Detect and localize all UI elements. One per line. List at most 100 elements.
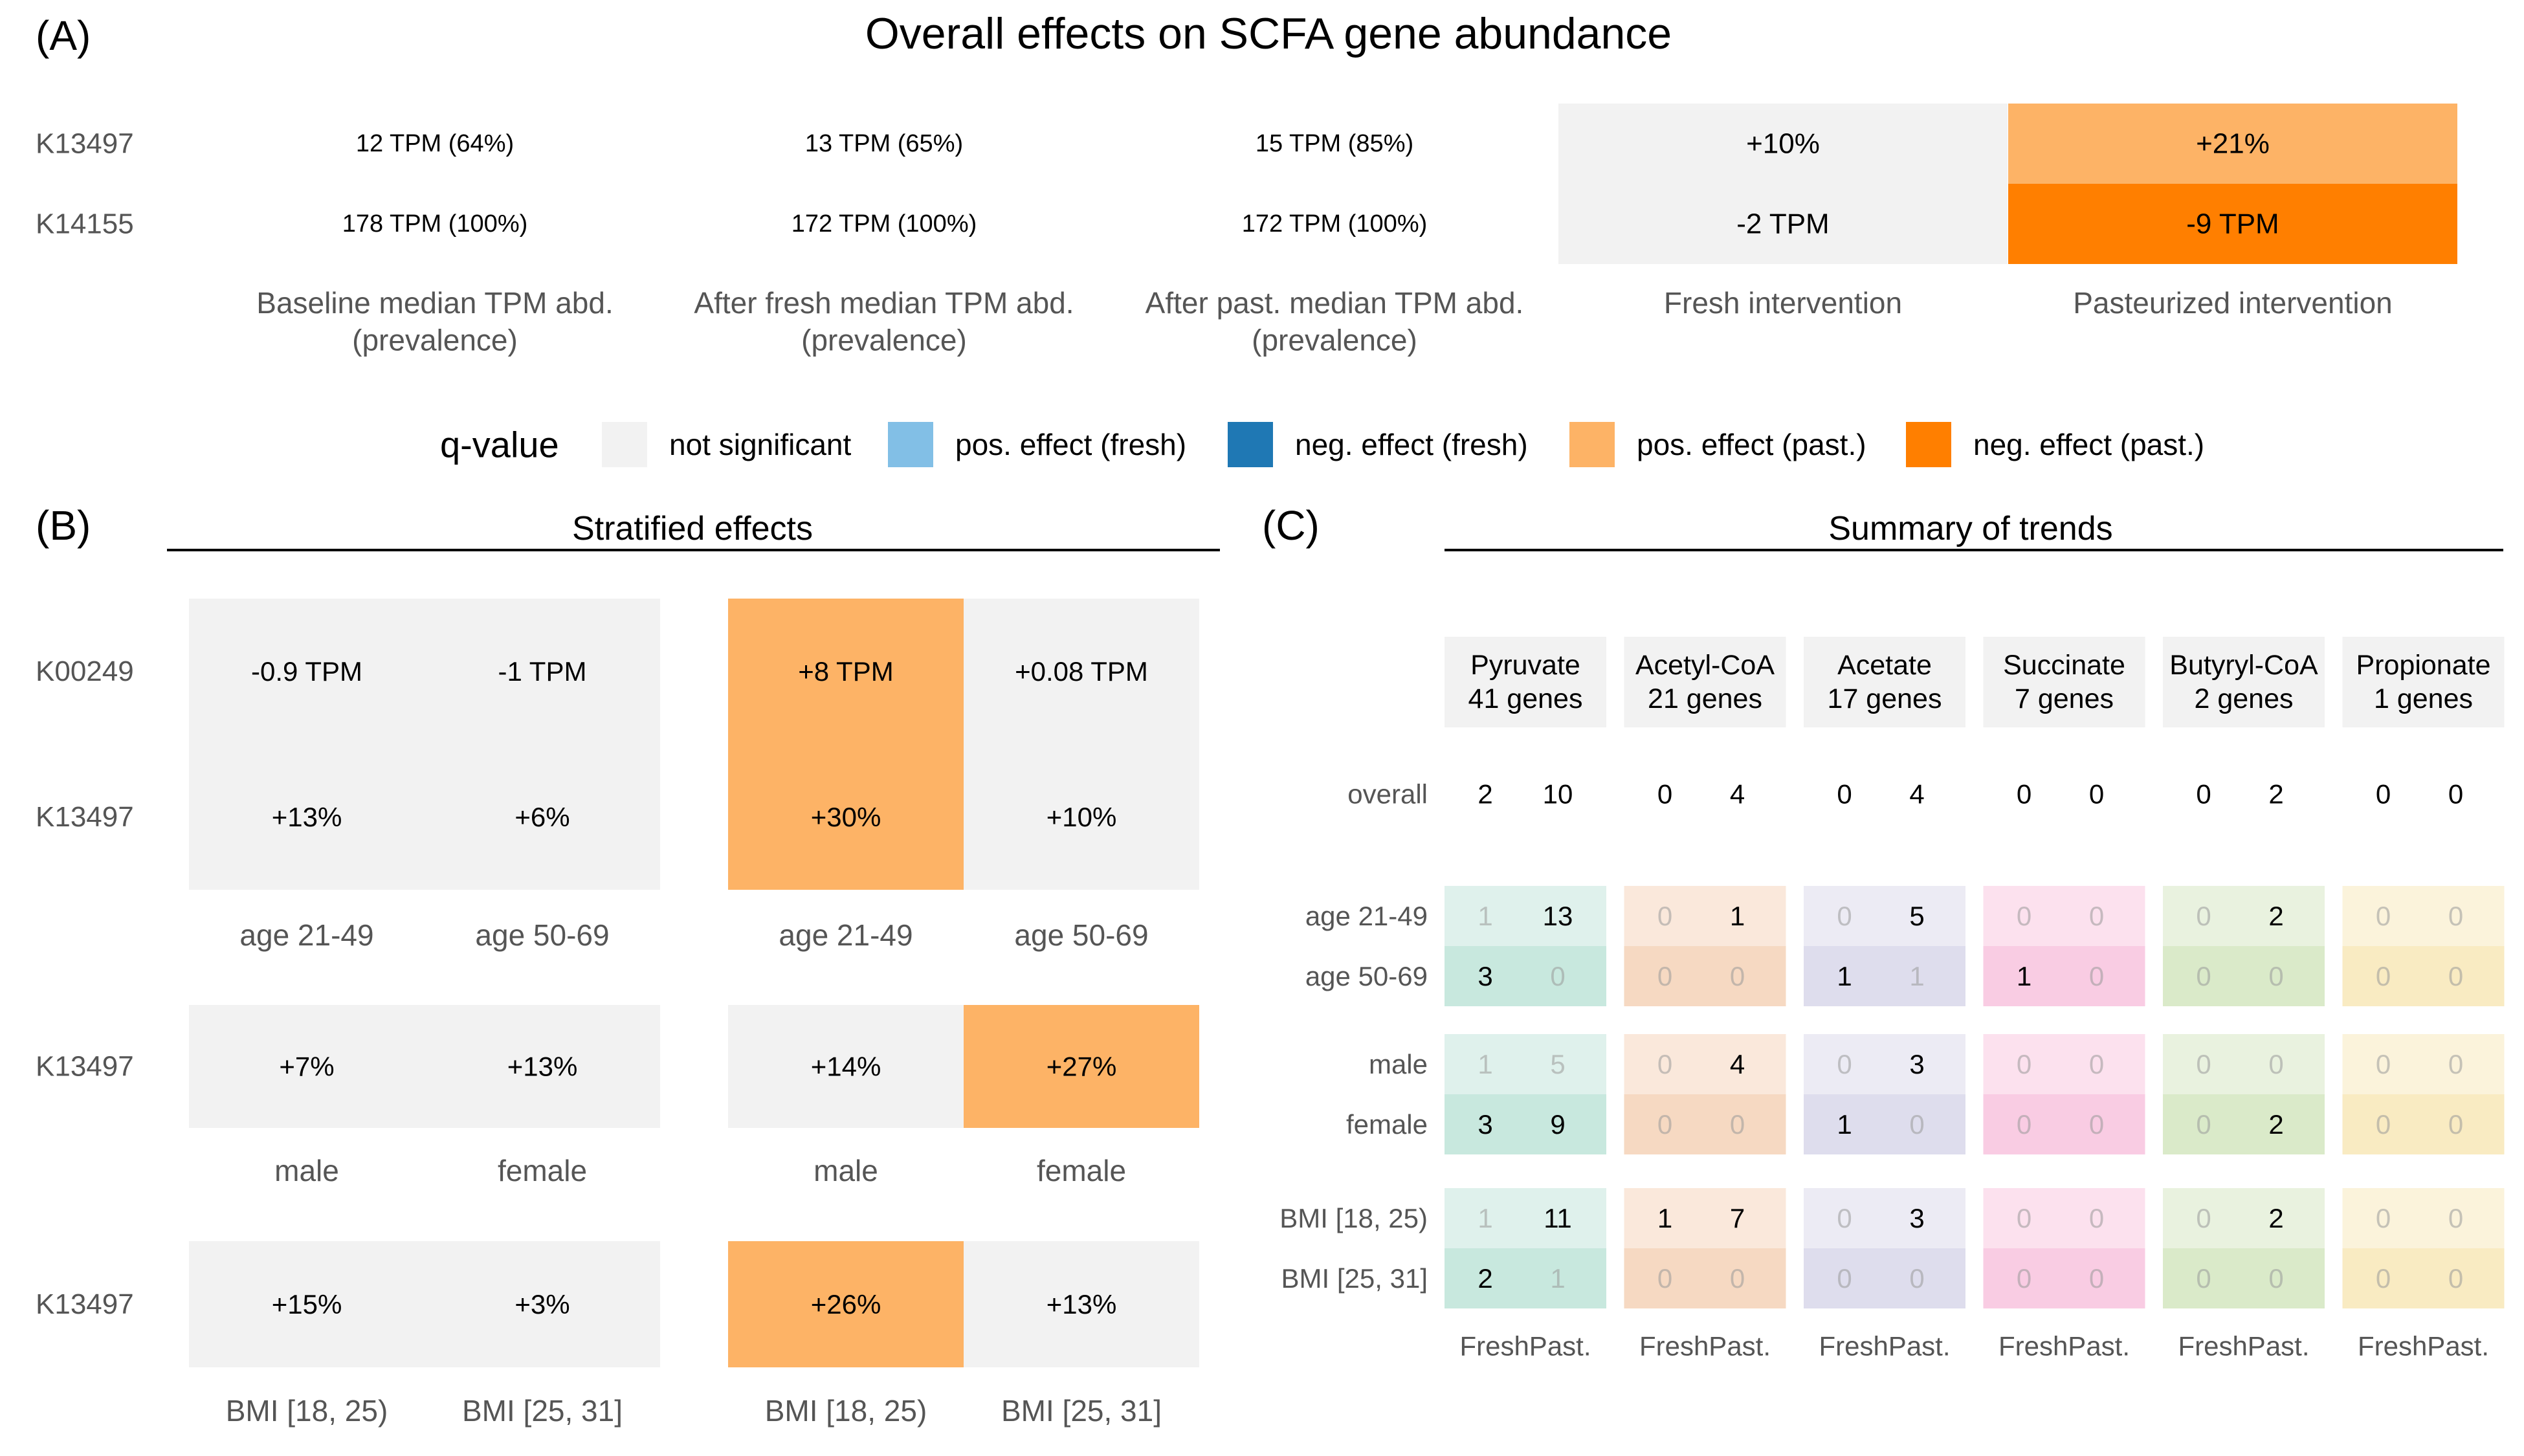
panel-b-cell-value: +0.08 TPM — [1015, 656, 1148, 687]
panel-c-cell — [1983, 1094, 2145, 1154]
panel-c-cell — [1983, 946, 2145, 1006]
panel-c-category-label: Butyryl-CoA 2 genes — [2169, 650, 2318, 714]
panel-a-column-label: After past. median TPM abd. (prevalence) — [1146, 286, 1524, 357]
panel-c-cell-value: 3 — [1909, 1203, 1924, 1233]
panel-c-cell-value: 0 — [2376, 961, 2391, 991]
panel-c-overall-value: 4 — [1730, 779, 1745, 810]
panel-c-cell — [1804, 946, 1965, 1006]
panel-c-cell — [2342, 1188, 2505, 1248]
panel-b-cell-value: +10% — [1046, 802, 1117, 832]
panel-b-column-label: age 21-49 — [779, 918, 913, 952]
panel-b-cell-value: -0.9 TPM — [251, 656, 362, 687]
panel-c-cell-value: 1 — [1837, 1109, 1852, 1140]
panel-b-cell — [964, 744, 1199, 890]
panel-a-cell-value: +10% — [1746, 128, 1820, 160]
panel-a-cell-value: 13 TPM (65%) — [805, 130, 963, 157]
panel-c-row-label: BMI [25, 31] — [1281, 1263, 1428, 1294]
panel-c-cell-value: 1 — [2017, 961, 2031, 991]
panel-c-label: (C) — [1262, 502, 1320, 549]
panel-c-row-label: age 21-49 — [1305, 901, 1428, 931]
panel-c-overall-value: 0 — [2089, 779, 2104, 810]
panel-c-cell-value: 0 — [2376, 1203, 2391, 1233]
panel-c-overall-value: 0 — [2017, 779, 2031, 810]
panel-c-cell — [2163, 946, 2325, 1006]
panel-c-cell-value: 0 — [1837, 1049, 1852, 1079]
panel-b-cell-value: +30% — [811, 802, 881, 832]
panel-c-cell — [1983, 1034, 2145, 1094]
panel-b-column-label: female — [1037, 1154, 1126, 1187]
panel-a-row-label: K13497 — [36, 128, 134, 160]
panel-c-overall-value: 0 — [1837, 779, 1852, 810]
panel-b-column-label: BMI [18, 25) — [226, 1394, 388, 1428]
legend-swatch — [1228, 422, 1273, 467]
legend-label: neg. effect (past.) — [1973, 428, 2204, 461]
panel-c-cell-value: 0 — [2448, 901, 2463, 931]
panel-c-category-header — [1983, 637, 2145, 727]
panel-b-cell — [964, 1005, 1199, 1128]
panel-c-cell — [1445, 1034, 1606, 1094]
panel-c-cell — [1445, 886, 1606, 946]
panel-c-category-header — [1804, 637, 1965, 727]
panel-c-cell-value: 0 — [2017, 1263, 2031, 1294]
legend-swatch — [1906, 422, 1951, 467]
panel-c-cell-value: 0 — [2376, 1109, 2391, 1140]
panel-c-row-label: female — [1346, 1109, 1428, 1140]
panel-c-cell-value: 0 — [2089, 961, 2104, 991]
panel-c-cell — [1624, 946, 1786, 1006]
panel-c-cell-value: 0 — [1837, 1203, 1852, 1233]
panel-c-cell-value: 0 — [2089, 1049, 2104, 1079]
panel-c-overall-value: 0 — [2376, 779, 2391, 810]
panel-c-cell — [1624, 1248, 1786, 1308]
panel-c-overall-value: 0 — [1657, 779, 1672, 810]
panel-b-title: Stratified effects — [572, 510, 813, 547]
panel-c-cell — [1624, 1034, 1786, 1094]
panel-c-cell-value: 0 — [2268, 1049, 2283, 1079]
panel-b-cell — [728, 1005, 964, 1128]
panel-c-cell — [1445, 1188, 1606, 1248]
panel-b-row-label: K13497 — [36, 1051, 134, 1083]
legend-title: q-value — [440, 425, 559, 465]
panel-c-cell-value: 0 — [2376, 1263, 2391, 1294]
panel-c-cell — [2163, 1188, 2325, 1248]
panel-a-cell — [1558, 104, 2008, 184]
panel-c-category-label: Acetyl-CoA 21 genes — [1635, 650, 1775, 714]
panel-c-cell-value: 3 — [1478, 1109, 1492, 1140]
panel-c-cell-value: 0 — [1550, 961, 1565, 991]
panel-c-category-label: Pyruvate 41 genes — [1468, 650, 1583, 714]
panel-b-cell — [964, 1241, 1199, 1367]
panel-c-cell — [2163, 1094, 2325, 1154]
panel-c-cell-value: 1 — [1657, 1203, 1672, 1233]
panel-c-cell — [1445, 1248, 1606, 1308]
panel-c-cell-value: 0 — [2448, 1109, 2463, 1140]
panel-c-cell-value: 0 — [2268, 1263, 2283, 1294]
panel-a-cell-value: 178 TPM (100%) — [342, 210, 528, 237]
panel-c-cell-value: 0 — [2089, 1263, 2104, 1294]
panel-c-cell — [1983, 1188, 2145, 1248]
panel-b-column-label: age 21-49 — [239, 918, 373, 952]
panel-c-cell-value: 0 — [1730, 1109, 1745, 1140]
legend-swatch — [888, 422, 933, 467]
panel-c-overall-value: 0 — [2448, 779, 2463, 810]
panel-c-cell-value: 7 — [1730, 1203, 1745, 1233]
panel-c-cell — [2163, 1034, 2325, 1094]
panel-b-cell-value: +27% — [1046, 1052, 1117, 1082]
panel-c-cell-value: 0 — [1837, 1263, 1852, 1294]
panel-c-cell — [1624, 1094, 1786, 1154]
panel-c-cell-value: 0 — [1657, 1263, 1672, 1294]
panel-c-cell-value: 0 — [2196, 1203, 2211, 1233]
panel-c-cell-value: 5 — [1909, 901, 1924, 931]
panel-c-cell — [1983, 1248, 2145, 1308]
panel-b-cell — [728, 599, 964, 744]
panel-b-column-label: BMI [25, 31] — [1001, 1394, 1162, 1428]
panel-c-cell — [1624, 886, 1786, 946]
panel-c-cell — [1445, 946, 1606, 1006]
panel-c-overall-value: 4 — [1909, 779, 1924, 810]
panel-c-cell — [1804, 1034, 1965, 1094]
panel-b-column-label: BMI [18, 25) — [765, 1394, 927, 1428]
panel-a-title: Overall effects on SCFA gene abundance — [865, 9, 1672, 58]
panel-c-cell-value: 0 — [2196, 901, 2211, 931]
panel-b-cell-value: +13% — [272, 802, 342, 832]
panel-b-cell — [964, 599, 1199, 744]
panel-a-cell-value: 15 TPM (85%) — [1256, 130, 1413, 157]
panel-c-category-header — [1624, 637, 1786, 727]
